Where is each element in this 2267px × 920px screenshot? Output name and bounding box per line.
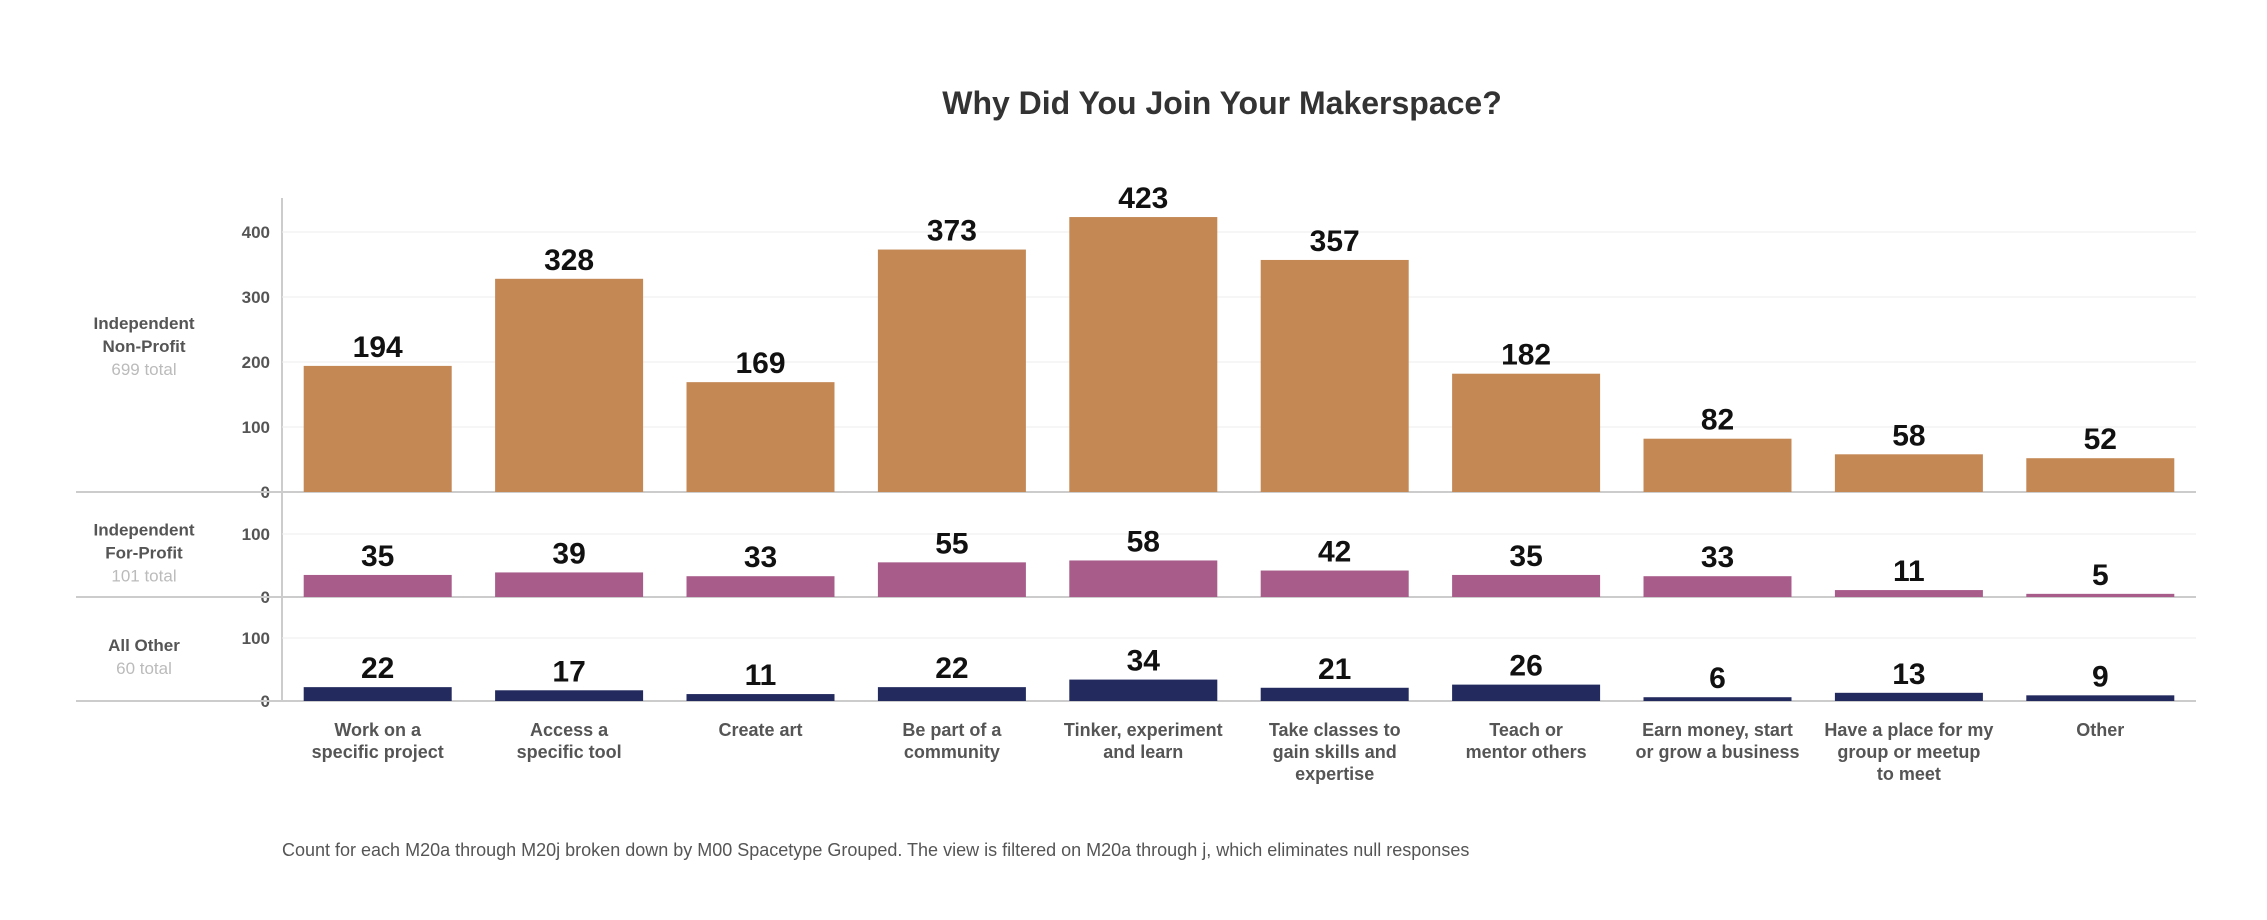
- bar-value-label: 52: [2084, 423, 2117, 456]
- bar: [1069, 679, 1218, 701]
- category-label: mentor others: [1466, 742, 1587, 762]
- bar-value-label: 42: [1318, 536, 1351, 569]
- bar: [2026, 458, 2175, 492]
- category-label: Have a place for my: [1824, 720, 1993, 740]
- bar: [1452, 373, 1601, 492]
- y-tick-label: 400: [242, 223, 270, 242]
- bar-value-label: 5: [2092, 559, 2109, 592]
- category-label: group or meetup: [1837, 742, 1980, 762]
- category-label: specific project: [312, 742, 444, 762]
- bar: [1834, 590, 1983, 597]
- bar-value-label: 26: [1509, 650, 1542, 683]
- bar-value-label: 182: [1501, 339, 1551, 372]
- bar: [1452, 684, 1601, 701]
- bar-value-label: 39: [552, 537, 585, 570]
- bar: [1069, 560, 1218, 597]
- bar-value-label: 22: [935, 652, 968, 685]
- bar: [303, 687, 452, 701]
- bar-value-label: 22: [361, 652, 394, 685]
- bar-value-label: 194: [353, 331, 403, 364]
- y-tick-label: 300: [242, 288, 270, 307]
- bar: [1260, 259, 1409, 492]
- category-label: expertise: [1295, 764, 1374, 784]
- category-label: Create art: [718, 720, 802, 740]
- bar: [2026, 593, 2175, 597]
- category-label: Earn money, start: [1642, 720, 1793, 740]
- bar: [1452, 574, 1601, 597]
- bar-value-label: 357: [1310, 225, 1360, 258]
- bar: [686, 382, 835, 492]
- category-label: Work on a: [334, 720, 422, 740]
- bar: [877, 687, 1026, 701]
- bar: [1643, 576, 1792, 597]
- bar-value-label: 82: [1701, 404, 1734, 437]
- category-label: gain skills and: [1273, 742, 1397, 762]
- bar: [1834, 692, 1983, 701]
- bar-value-label: 34: [1127, 645, 1161, 678]
- panel-label: All Other: [108, 636, 180, 655]
- bar: [1643, 697, 1792, 701]
- y-tick-label: 100: [242, 629, 270, 648]
- category-label: Access a: [530, 720, 609, 740]
- bar: [1069, 217, 1218, 493]
- y-tick-label: 100: [242, 525, 270, 544]
- chart-title: Why Did You Join Your Makerspace?: [942, 85, 1502, 121]
- bar-value-label: 35: [1509, 540, 1542, 573]
- bar: [877, 562, 1026, 597]
- bar-value-label: 21: [1318, 653, 1351, 686]
- y-tick-label: 200: [242, 353, 270, 372]
- panel-label: Non-Profit: [102, 337, 185, 356]
- panel-total: 101 total: [111, 567, 176, 586]
- bar-value-label: 33: [1701, 541, 1734, 574]
- bar-value-label: 9: [2092, 660, 2109, 693]
- bar-value-label: 33: [744, 541, 777, 574]
- bar: [2026, 695, 2175, 701]
- bar-value-label: 373: [927, 215, 977, 248]
- bar: [303, 574, 452, 597]
- category-label: Take classes to: [1269, 720, 1401, 740]
- y-tick-label: 100: [242, 418, 270, 437]
- bar: [877, 249, 1026, 492]
- category-label: Be part of a: [902, 720, 1002, 740]
- panel-label: For-Profit: [105, 544, 183, 563]
- bar-value-label: 11: [745, 659, 777, 692]
- bar-value-label: 58: [1892, 419, 1925, 452]
- bar: [1834, 454, 1983, 492]
- category-label: Teach or: [1489, 720, 1563, 740]
- bar-value-label: 423: [1118, 182, 1168, 215]
- panel-total: 60 total: [116, 659, 172, 678]
- bar: [495, 278, 644, 492]
- panel-label: Independent: [93, 314, 194, 333]
- bar: [686, 576, 835, 597]
- bar: [1643, 438, 1792, 492]
- bar: [495, 572, 644, 597]
- bar: [303, 365, 452, 492]
- category-label: community: [904, 742, 1000, 762]
- bar-value-label: 11: [1893, 555, 1925, 588]
- panel-label: Independent: [93, 521, 194, 540]
- panel-total: 699 total: [111, 360, 176, 379]
- category-label: Other: [2076, 720, 2124, 740]
- category-label: or grow a business: [1635, 742, 1799, 762]
- bar-value-label: 328: [544, 244, 594, 277]
- bar: [495, 690, 644, 701]
- bar-value-label: 55: [935, 527, 968, 560]
- bar-value-label: 35: [361, 540, 394, 573]
- bar: [1260, 570, 1409, 597]
- bar: [686, 694, 835, 701]
- category-label: and learn: [1103, 742, 1183, 762]
- bar-value-label: 13: [1892, 658, 1925, 691]
- bar-value-label: 17: [552, 655, 585, 688]
- chart-caption: Count for each M20a through M20j broken …: [282, 840, 1469, 860]
- category-label: to meet: [1877, 764, 1941, 784]
- bar: [1260, 687, 1409, 701]
- bar-value-label: 58: [1127, 525, 1160, 558]
- category-label: Tinker, experiment: [1064, 720, 1223, 740]
- bar-value-label: 6: [1709, 662, 1726, 695]
- category-label: specific tool: [517, 742, 622, 762]
- bar-value-label: 169: [735, 347, 785, 380]
